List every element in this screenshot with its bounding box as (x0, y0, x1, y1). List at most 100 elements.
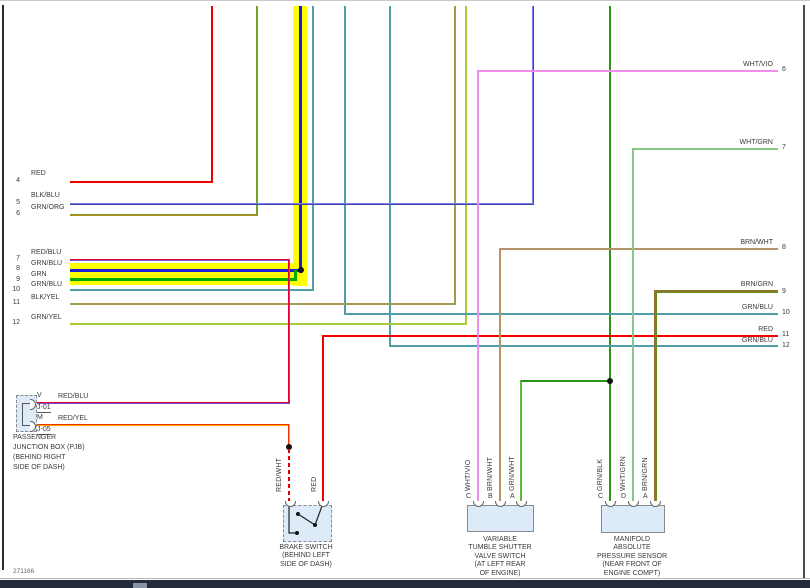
brake-wire-redwht-label: RED/WHT (276, 457, 283, 492)
wire-grn-pin9-h (70, 278, 297, 281)
valve-switch-name: VARIABLE TUMBLE SHUTTER VALVE SWITCH (AT… (450, 536, 550, 578)
valve-switch-name-line: VALVE SWITCH (474, 552, 526, 560)
map-wire-brngrn-label: BRN/GRN (642, 457, 649, 491)
right-pin-number: 12 (782, 342, 790, 349)
footer-bar-notch (133, 583, 147, 588)
right-wire-label: RED (758, 326, 773, 333)
left-pin-number: 6 (16, 210, 20, 217)
map-sensor-name-line: ABSOLUTE (613, 544, 651, 552)
left-pin-number: 11 (12, 299, 20, 306)
right-wire-label: BRN/WHT (740, 239, 773, 246)
right-pin-number: 9 (782, 288, 786, 295)
wire-redblu-pjb-h (35, 402, 290, 404)
right-wire-label: WHT/VIO (743, 61, 773, 68)
left-pin-number: 4 (16, 177, 20, 184)
right-wire-label: BRN/GRN (740, 281, 773, 288)
pjb-connector-j01-label: J-01 (37, 404, 51, 413)
wire-blkyel-pin11L-h (70, 303, 456, 305)
map-pin-letter-a: A (643, 493, 648, 500)
valve-pin-letter-b: B (488, 493, 493, 500)
map-sensor-box (601, 505, 665, 533)
pjb-internal-bus-v (22, 403, 23, 426)
wire-redyel-drop-v (288, 424, 290, 447)
bottom-rule (0, 578, 810, 579)
brake-switch-box (283, 505, 332, 542)
left-pin-number: 5 (16, 199, 20, 206)
pjb-name-line: (BEHIND RIGHT (13, 454, 66, 461)
wire-grnblu-pin10L-h (70, 289, 314, 291)
valve-wire-grnwht-label: GRN/WHT (509, 456, 516, 491)
wire-grnblu-pin10L-v (312, 6, 314, 291)
wire-grnwht-drop-v (520, 380, 522, 502)
wire-blkblu-pin5-h (70, 203, 534, 205)
map-pin-letter-d: D (621, 493, 627, 500)
left-wire-label: GRN/BLU (31, 260, 63, 267)
junction-dot-grnblk (607, 378, 613, 384)
wire-brngrn-drop-v (654, 291, 657, 502)
left-pin-number: 9 (16, 276, 20, 283)
diagram-id: 271166 (13, 568, 35, 575)
brake-switch-name-line: (BEHIND LEFT (282, 552, 330, 560)
left-border (2, 5, 4, 570)
left-wire-label: GRN/ORG (31, 204, 65, 211)
left-wire-label: GRN/YEL (31, 314, 62, 321)
wire-red-brake-drop-v (322, 335, 324, 502)
wire-redyel-pjb-h (35, 424, 290, 426)
map-sensor-name-line: MANIFOLD (613, 536, 651, 543)
brake-switch-name-line: SIDE OF DASH) (280, 560, 332, 568)
pjb-terminal-v-label: V (37, 392, 42, 399)
wire-blkyel-pin11L-v (454, 6, 456, 305)
valve-switch-box (467, 505, 534, 532)
pjb-internal-bus-bottom (22, 425, 31, 426)
wire-brngrn-pin9R-h (654, 290, 778, 293)
wire-grnblu-pin8-h (70, 269, 303, 272)
left-pin-number: 7 (16, 255, 20, 262)
valve-pin-letter-a: A (510, 493, 515, 500)
brake-switch-name: BRAKE SWITCH (BEHIND LEFT SIDE OF DASH) (266, 544, 346, 569)
wire-grnblu-pin12R-h (389, 345, 778, 347)
left-wire-label: GRN (31, 271, 47, 278)
right-pin-number: 11 (782, 331, 790, 338)
map-sensor-name-line: ENGINE COMPT) (603, 569, 661, 577)
right-pin-number: 10 (782, 309, 790, 316)
brake-switch-name-line: BRAKE SWITCH (279, 544, 333, 551)
wire-whtvio-drop-v (477, 70, 479, 502)
valve-switch-name-line: OF ENGINE) (479, 569, 521, 577)
wire-whtvio-pin6R-h (478, 70, 778, 72)
wire-whtgrn-drop-v (632, 148, 634, 502)
wire-brnwht-drop-v (499, 248, 501, 502)
wire-grnblu-pin10R-v (344, 6, 346, 315)
wire-grn-pin9-stub-v (294, 270, 297, 280)
wire-blkblu-pin5-v (532, 6, 534, 205)
map-pin-letter-c: C (598, 493, 604, 500)
left-wire-label: BLK/BLU (31, 192, 60, 199)
right-pin-number: 6 (782, 66, 786, 73)
right-pin-number: 8 (782, 244, 786, 251)
valve-wire-whtvio-label: WHT/VIO (465, 459, 472, 491)
right-wire-label: GRN/BLU (741, 337, 773, 344)
wire-grnblk-branch-h (521, 380, 610, 382)
pjb-wire-redblu-label: RED/BLU (58, 393, 89, 400)
brake-wire-red-label: RED (311, 476, 318, 492)
footer-bar (0, 580, 810, 588)
wire-grnorg-pin6-h (70, 214, 258, 216)
valve-switch-name-line: TUMBLE SHUTTER (468, 544, 532, 552)
junction-dot-highlight (298, 267, 304, 273)
pjb-wire-redyel-label: RED/YEL (58, 415, 88, 422)
brake-switch-contacts (288, 505, 323, 535)
map-sensor-name: MANIFOLD ABSOLUTE PRESSURE SENSOR (NEAR … (582, 536, 682, 578)
wire-grnyel-pin12L-v (465, 6, 467, 325)
left-wire-label: RED/BLU (31, 249, 62, 256)
left-wire-label: GRN/BLU (31, 281, 63, 288)
valve-switch-name-line: (AT LEFT REAR (474, 561, 526, 569)
valve-pin-letter-c: C (466, 493, 472, 500)
wire-whtgrn-pin7R-h (633, 148, 778, 150)
wire-redblu-pin7-h (70, 259, 290, 261)
wire-grnblu-pin8-v (299, 6, 302, 273)
pjb-connector-j05-label: J-05 (37, 426, 51, 435)
pjb-name-line: PASSENGER (13, 434, 57, 441)
left-pin-number: 8 (16, 265, 20, 272)
left-pin-number: 10 (12, 286, 20, 293)
wire-grnyel-pin12L-h (70, 323, 467, 325)
wire-red-pin11R-h (323, 335, 778, 337)
